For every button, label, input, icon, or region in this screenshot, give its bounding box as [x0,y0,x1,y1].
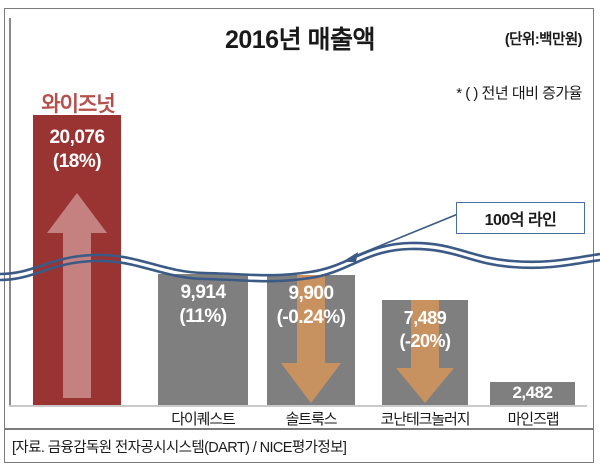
arrow-down-icon [281,275,341,403]
bar-daiquest: 9,914 (11%) [158,274,248,405]
bar-wiseenut: 20,076 (18%) [33,115,121,405]
unit-note: (단위:백만원) [504,32,583,48]
bar-value-daiquest: 9,914 [180,282,226,303]
source-divider [5,428,593,430]
bar-growth-daiquest: (11%) [179,306,227,327]
arrow-up-icon [47,193,107,398]
bar-mindslab: 2,482 [490,382,575,405]
bar-konantech: 7,489 (-20%) [382,300,468,405]
bar-growth-wiseenut: (18%) [52,151,102,172]
growth-foot-note: * ( ) 전년 대비 증가율 [456,85,582,102]
callout-leader-arrow [342,213,459,262]
bar-value-mindslab: 2,482 [512,383,553,402]
bar-growth-konantech: (-20%) [399,331,451,351]
category-label-daiquest: 다이퀘스트 [171,411,236,428]
bar-value-konantech: 7,489 [403,308,447,328]
source-note: [자료. 금융감독원 전자공시시스템(DART) / NICE평가정보] [12,440,347,456]
bar-value-saltlux: 9,900 [288,283,334,304]
bar-saltlux: 9,900 (-0.24%) [267,275,355,405]
highlight-brand-label: 와이즈넛 [41,93,115,116]
page-title: 2016년 매출액 [224,26,376,54]
bar-growth-saltlux: (-0.24%) [276,307,346,328]
category-label-konantech: 코난테크놀러지 [380,411,471,428]
x-axis-baseline [9,405,587,407]
bar-value-wiseenut: 20,076 [49,127,105,148]
category-label-mindslab: 마인즈랩 [507,411,560,428]
callout-100eok: 100억 라인 [456,202,585,234]
callout-label: 100억 라인 [484,212,557,229]
category-label-saltlux: 솔트룩스 [285,411,338,428]
arrow-down-icon [396,300,454,403]
y-axis-line [9,18,11,406]
